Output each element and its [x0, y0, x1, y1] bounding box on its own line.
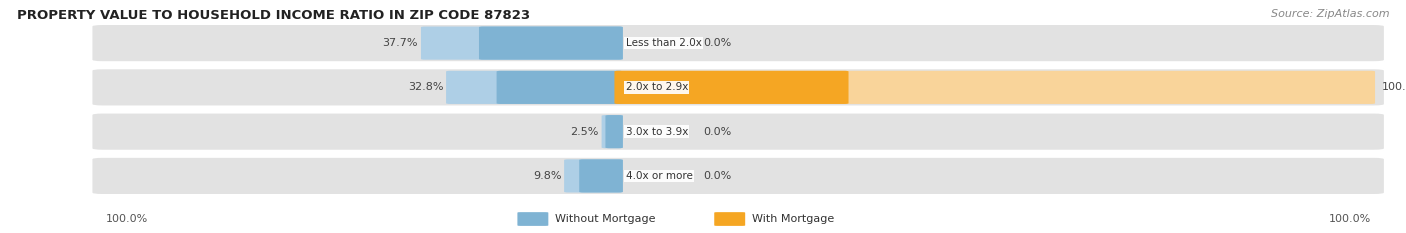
- FancyBboxPatch shape: [606, 115, 623, 148]
- Text: 4.0x or more: 4.0x or more: [626, 171, 693, 181]
- Text: 32.8%: 32.8%: [408, 82, 443, 92]
- FancyBboxPatch shape: [91, 113, 1385, 151]
- FancyBboxPatch shape: [614, 71, 1375, 104]
- Text: Source: ZipAtlas.com: Source: ZipAtlas.com: [1271, 9, 1389, 19]
- FancyBboxPatch shape: [91, 24, 1385, 62]
- Text: PROPERTY VALUE TO HOUSEHOLD INCOME RATIO IN ZIP CODE 87823: PROPERTY VALUE TO HOUSEHOLD INCOME RATIO…: [17, 9, 530, 22]
- FancyBboxPatch shape: [564, 159, 623, 192]
- FancyBboxPatch shape: [446, 71, 623, 104]
- FancyBboxPatch shape: [420, 27, 623, 60]
- Text: With Mortgage: With Mortgage: [752, 214, 834, 224]
- FancyBboxPatch shape: [602, 115, 623, 148]
- FancyBboxPatch shape: [614, 71, 848, 104]
- Text: 2.0x to 2.9x: 2.0x to 2.9x: [626, 82, 688, 92]
- FancyBboxPatch shape: [714, 212, 745, 226]
- Text: 100.0%: 100.0%: [1329, 214, 1371, 224]
- FancyBboxPatch shape: [579, 159, 623, 192]
- Text: 37.7%: 37.7%: [382, 38, 418, 48]
- Text: 0.0%: 0.0%: [703, 171, 731, 181]
- FancyBboxPatch shape: [517, 212, 548, 226]
- Text: 2.5%: 2.5%: [571, 127, 599, 137]
- FancyBboxPatch shape: [479, 27, 623, 60]
- Text: 100.0%: 100.0%: [105, 214, 148, 224]
- Text: 3.0x to 3.9x: 3.0x to 3.9x: [626, 127, 688, 137]
- Text: Less than 2.0x: Less than 2.0x: [626, 38, 702, 48]
- Text: Without Mortgage: Without Mortgage: [555, 214, 655, 224]
- FancyBboxPatch shape: [91, 157, 1385, 195]
- Text: 0.0%: 0.0%: [703, 38, 731, 48]
- Text: 0.0%: 0.0%: [703, 127, 731, 137]
- Text: 100.0%: 100.0%: [1382, 82, 1406, 92]
- FancyBboxPatch shape: [91, 68, 1385, 106]
- Text: 9.8%: 9.8%: [533, 171, 561, 181]
- FancyBboxPatch shape: [496, 71, 623, 104]
